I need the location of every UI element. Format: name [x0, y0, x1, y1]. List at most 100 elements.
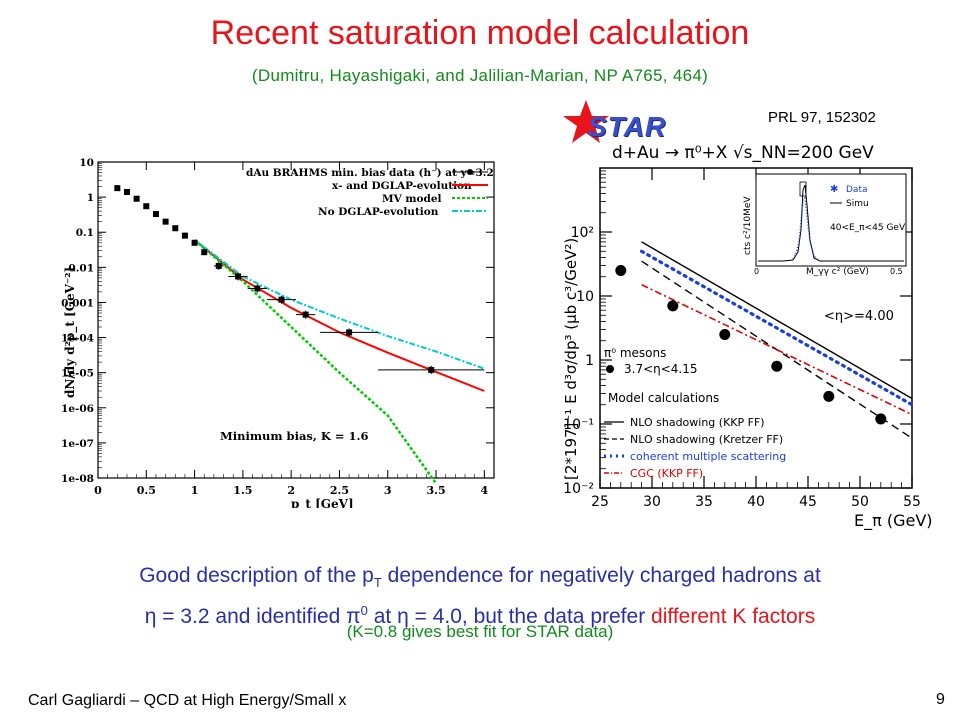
right-data-point [667, 300, 679, 312]
right-xtick-label: 55 [903, 494, 921, 510]
right-xtick-label: 50 [851, 494, 869, 510]
left-xtick-label: 1.5 [233, 484, 252, 497]
left-data-point [123, 188, 130, 195]
left-xtick-label: 0.5 [137, 484, 156, 497]
left-data-point [191, 239, 198, 246]
eta-label: <η>=4.00 [824, 309, 894, 324]
brahms-plot: 1010.10.010.0011e-041e-051e-061e-071e-08… [61, 157, 495, 508]
svg-text:✱: ✱ [830, 184, 838, 195]
left-curve-dglap [193, 239, 485, 392]
inset-xtick-0: 0 [754, 267, 759, 276]
right-data-point [719, 329, 731, 341]
left-ytick-label: 1e-05 [61, 368, 94, 380]
left-legend-entry-0: dAu BRAHMS min. bias data (h⁻) at y=3.2 [246, 167, 494, 179]
left-curve-mv [193, 239, 438, 485]
left-data-point [181, 232, 188, 239]
left-data-point [267, 295, 296, 304]
left-data-point [247, 284, 268, 293]
left-xtick-label: 2 [287, 484, 295, 497]
data-legend-title: π⁰ mesons [604, 346, 666, 360]
left-data-point [378, 365, 485, 374]
left-data-point [143, 203, 150, 210]
left-data-point [320, 328, 379, 337]
left-annotation: Minimum bias, K = 1.6 [220, 429, 369, 443]
right-data-point [823, 390, 835, 402]
data-legend-range: 3.7<η<4.15 [624, 362, 698, 376]
left-legend-entry-3: No DGLAP-evolution [318, 206, 439, 218]
page-number: 9 [936, 691, 945, 708]
left-ytick-label: 1 [87, 192, 94, 204]
left-xlabel: p_t [GeV] [291, 497, 354, 508]
left-ytick-label: 1e-07 [61, 438, 94, 450]
left-xtick-label: 2.5 [330, 484, 349, 497]
left-data-point [201, 249, 208, 256]
left-ytick-label: 10 [79, 157, 94, 169]
inset-simu-curve [758, 184, 904, 262]
inset-ylabel: cts c²/10MeV [743, 196, 753, 255]
model-legend-2: coherent multiple scattering [630, 450, 786, 463]
inset-legend-simu: Simu [846, 199, 869, 209]
left-ylabel: dN/dy d²p_t [GeV⁻²] [63, 267, 78, 398]
left-data-point [172, 225, 179, 232]
left-legend-marker-data [452, 169, 488, 175]
summary-line1: Good description of the p [139, 564, 374, 587]
left-ytick-label: 1e-04 [61, 333, 94, 345]
right-curve-nlo-kkp [641, 241, 913, 400]
right-ytick-label: 10⁻² [563, 481, 594, 497]
left-xtick-label: 3.5 [426, 484, 445, 497]
right-data-point [615, 265, 627, 277]
right-xlabel: E_π (GeV) [854, 511, 933, 530]
right-header: d+Au → π⁰+X √s_NN=200 GeV [612, 143, 874, 163]
right-ytick-label: 10 [576, 289, 594, 305]
prl-reference: PRL 97, 152302 [768, 109, 876, 126]
right-xtick-label: 25 [591, 494, 609, 510]
left-legend-entry-1: x- and DGLAP-evolution [332, 180, 472, 192]
summary-line2: η = 3.2 and identified π [144, 605, 361, 629]
summary-highlight: different K factors [651, 605, 816, 629]
left-data-point [162, 218, 169, 225]
right-xtick-label: 45 [799, 494, 817, 510]
right-ytick-label: 1 [585, 353, 594, 369]
left-data-point [296, 310, 316, 319]
inset-legend-data: Data [846, 185, 868, 195]
model-legend-3: CGC (KKP FF) [630, 467, 703, 480]
left-xtick-label: 1 [191, 484, 199, 497]
left-ytick-label: 1e-06 [61, 403, 94, 415]
citation: (Dumitru, Hayashigaki, and Jalilian-Mari… [251, 66, 709, 85]
left-xtick-label: 4 [481, 484, 489, 497]
inset-xlabel: M_γγ c² (GeV) [806, 267, 869, 277]
left-plot-frame [97, 161, 495, 479]
right-xtick-label: 40 [747, 494, 765, 510]
mass-inset: Data ✱ Simu 40<E_π<45 GeV M_γγ c² (GeV) … [743, 173, 907, 277]
left-xtick-label: 3 [384, 484, 392, 497]
inset-label: 40<E_π<45 GeV [830, 223, 906, 233]
left-ytick-label: 1e-08 [61, 473, 94, 485]
right-data-point [875, 413, 887, 425]
left-legend-entry-2: MV model [382, 193, 442, 205]
summary-text: Good description of the pT dependence fo… [139, 564, 821, 629]
left-ytick-label: 0.1 [76, 227, 94, 239]
footer: Carl Gagliardi – QCD at High Energy/Smal… [28, 692, 347, 709]
star-logo-text: STAR [588, 111, 667, 142]
right-ytick-label: 10² [571, 225, 594, 241]
data-legend-marker [606, 365, 614, 373]
right-ylabel: [2*197]⁻¹ E d³σ/dp³ (μb c³/GeV²) [562, 238, 580, 480]
right-xtick-label: 35 [695, 494, 713, 510]
star-logo [563, 100, 609, 143]
model-legend-0: NLO shadowing (KKP FF) [630, 416, 765, 429]
star-plot: d+Au → π⁰+X √s_NN=200 GeV 10² 10 1 10⁻¹ 10⁻²… [562, 143, 933, 530]
right-xtick-label: 30 [643, 494, 661, 510]
slide-title: Recent saturation model calculation [210, 14, 750, 52]
left-data-point [152, 211, 159, 218]
inset-data-points [792, 196, 819, 261]
left-data-point [228, 272, 248, 281]
model-legend-header: Model calculations [608, 391, 719, 405]
left-ytick-label: 0.01 [68, 262, 94, 274]
left-data-point [114, 185, 121, 192]
inset-xtick-1: 0.5 [890, 267, 903, 276]
left-curve-no-dglap [193, 239, 485, 370]
left-xtick-label: 0 [94, 484, 102, 497]
left-ytick-label: 0.001 [61, 297, 94, 309]
left-data-point [213, 261, 224, 270]
right-curve-cms [640, 249, 914, 407]
